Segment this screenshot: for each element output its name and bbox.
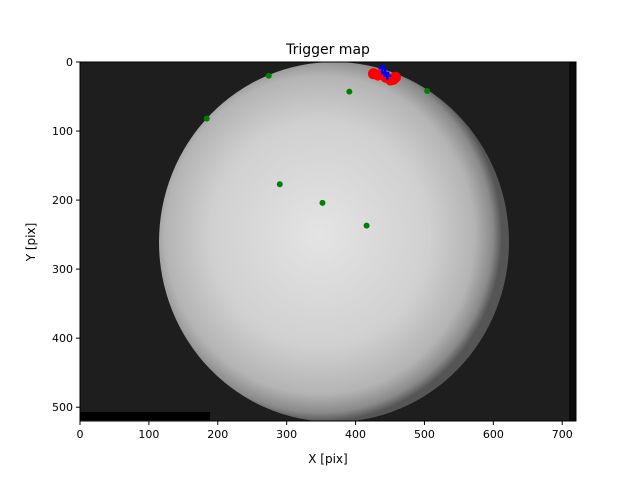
y-tick-label: 100	[52, 125, 73, 138]
y-tick-label: 500	[52, 401, 73, 414]
green-point	[319, 199, 326, 206]
y-tick-label: 300	[52, 263, 73, 276]
x-axis-label: X [pix]	[308, 452, 347, 466]
x-tick-label: 300	[276, 428, 297, 441]
blue-point	[378, 64, 387, 73]
y-tick-label: 400	[52, 332, 73, 345]
x-tick-label: 600	[483, 428, 504, 441]
x-tick-label: 400	[345, 428, 366, 441]
x-tick-label: 0	[77, 428, 84, 441]
green-point	[346, 88, 353, 95]
y-axis-label: Y [pix]	[24, 223, 38, 263]
green-point	[276, 181, 283, 188]
green-point	[265, 72, 272, 79]
y-tick-label: 200	[52, 194, 73, 207]
timestamp-strip	[80, 412, 210, 420]
x-tick-label: 700	[552, 428, 573, 441]
green-point	[363, 222, 370, 229]
green-point	[203, 115, 210, 122]
axes-frame	[79, 61, 577, 422]
sky-image	[80, 62, 576, 421]
x-tick-label: 100	[138, 428, 159, 441]
chart-title: Trigger map	[285, 42, 370, 58]
x-tick-label: 500	[414, 428, 435, 441]
y-tick-label: 0	[66, 56, 73, 69]
blue-point	[383, 71, 392, 80]
green-point	[424, 87, 431, 94]
x-tick-label: 200	[207, 428, 228, 441]
